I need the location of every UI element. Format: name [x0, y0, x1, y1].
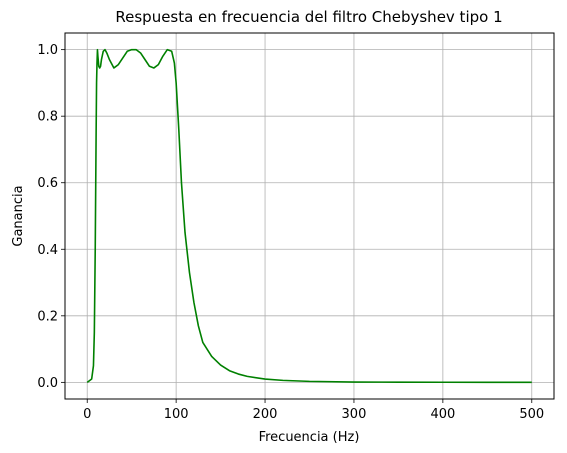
- plot-frame: [64, 32, 555, 400]
- x-tick-label: 200: [253, 407, 278, 422]
- y-tick-label: 0.6: [37, 176, 58, 191]
- series-layer: [86, 48, 532, 384]
- x-axis-label: Frecuencia (Hz): [259, 430, 360, 445]
- y-tick-label: 0.4: [37, 243, 58, 258]
- ticks: 0 100 200 300 400 500 0.0 0.2 0.4 0.6 0.8 1.0: [37, 43, 544, 422]
- y-tick-label: 1.0: [37, 43, 58, 58]
- y-tick-label: 0.0: [37, 376, 58, 391]
- grid: [65, 33, 554, 399]
- x-tick-label: 100: [164, 407, 189, 422]
- x-tick-label: 500: [519, 407, 544, 422]
- series-line: [86, 48, 532, 384]
- y-tick-label: 0.8: [37, 110, 58, 125]
- x-tick-label: 300: [342, 407, 367, 422]
- y-tick-label: 0.2: [37, 309, 58, 324]
- y-axis-label: Ganancia: [11, 185, 26, 246]
- chart-title: Respuesta en frecuencia del filtro Cheby…: [115, 8, 502, 26]
- x-tick-label: 0: [83, 407, 91, 422]
- x-tick-label: 400: [430, 407, 455, 422]
